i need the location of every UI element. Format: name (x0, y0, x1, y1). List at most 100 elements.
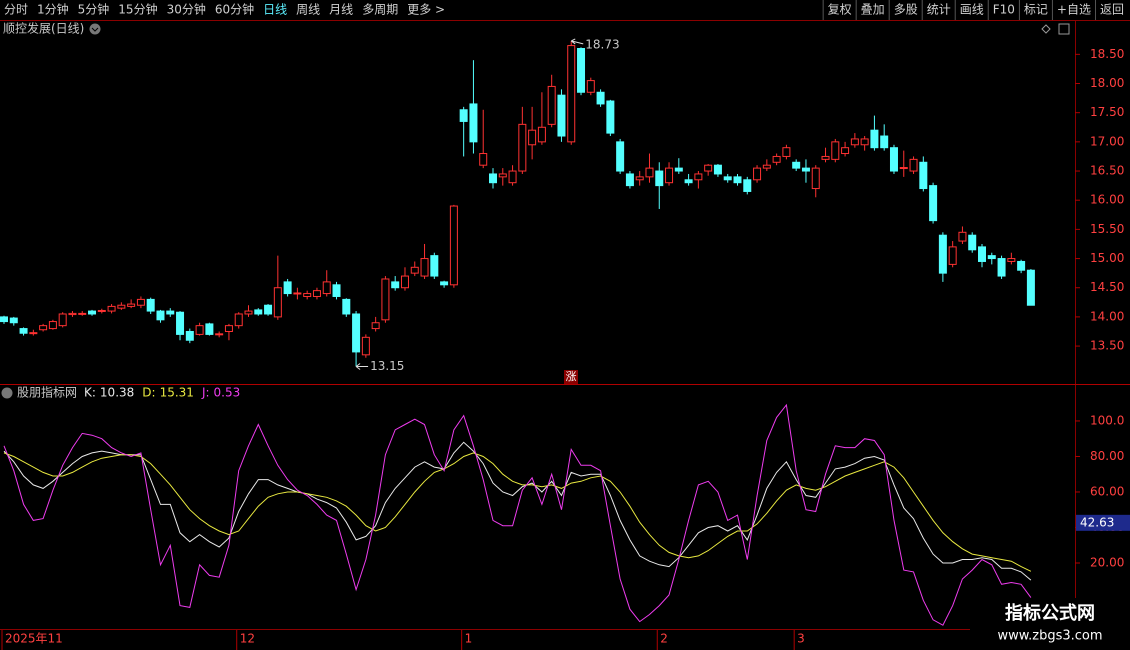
y-tick-label: 18.50 (1090, 47, 1124, 61)
candle-body (156, 310, 165, 321)
toolbar-button[interactable]: 复权 (828, 3, 852, 17)
candle-body (733, 176, 742, 184)
candle-body (831, 141, 840, 160)
toolbar-button[interactable]: +自选 (1057, 3, 1091, 17)
candle-body (117, 304, 126, 309)
candle-body (410, 266, 419, 274)
candle-body (782, 147, 791, 157)
candle-body (508, 170, 517, 184)
candle-body (694, 173, 703, 181)
candle-body (254, 309, 263, 315)
candle-body (312, 290, 321, 297)
toolbar-button[interactable]: 画线 (960, 3, 984, 17)
candle-body (283, 281, 292, 295)
candle-body (303, 293, 312, 297)
toolbar-button[interactable]: 日线 (263, 3, 287, 17)
x-tick-label: 1 (465, 632, 473, 646)
candle-body (498, 173, 507, 178)
toolbar-button[interactable]: 分时 (4, 3, 28, 17)
title-menu-arrow (91, 27, 99, 32)
toolbar-button[interactable]: 60分钟 (215, 2, 254, 17)
candle-body (665, 167, 674, 184)
candle-body (704, 164, 713, 172)
candle-body (107, 305, 116, 312)
candle-body (1026, 269, 1035, 306)
toolbar-button[interactable]: 更多 > (407, 3, 445, 17)
cursor-value: 42.63 (1080, 515, 1114, 529)
candle-body (968, 234, 977, 251)
candle-body (176, 311, 185, 335)
candle-body (684, 179, 693, 184)
indicator-title: 股朋指标网 (17, 385, 77, 400)
candle-body (1007, 258, 1016, 262)
candle-body (430, 255, 439, 277)
candle-body (577, 48, 586, 93)
toolbar-button[interactable]: 多周期 (362, 3, 398, 17)
toolbar-button[interactable]: 15分钟 (118, 2, 157, 17)
candle-body (469, 103, 478, 143)
x-tick-label: 2025年11 (5, 632, 63, 646)
candle-body (537, 126, 546, 143)
candle-body (723, 176, 732, 181)
candle-body (420, 258, 429, 277)
toolbar-button[interactable]: 多股 (894, 3, 918, 17)
toolbar-button[interactable]: 返回 (1100, 3, 1124, 17)
kdj-line (3, 403, 1032, 626)
toolbar-button[interactable]: F10 (993, 3, 1015, 17)
candle-body (938, 234, 947, 274)
candle-body (596, 91, 605, 105)
candle-body (635, 176, 644, 181)
kdj-line (3, 452, 1032, 572)
candle-body (870, 129, 879, 149)
candle-body (479, 153, 488, 166)
candle-body (0, 316, 8, 323)
title-menu-icon[interactable] (89, 23, 101, 35)
y-tick-label: 80.00 (1090, 449, 1124, 463)
candle-body (586, 80, 595, 93)
candle-body (958, 231, 967, 242)
toolbar-button[interactable]: 月线 (329, 3, 353, 17)
candle-body (850, 138, 859, 146)
toolbar-button[interactable]: 统计 (927, 3, 951, 17)
candle-body (713, 164, 722, 175)
candle-body (342, 298, 351, 315)
y-tick-label: 15.00 (1090, 251, 1124, 265)
candle-body (136, 298, 145, 306)
indicator-menu-icon[interactable] (1, 387, 13, 399)
y-tick-label: 60.00 (1090, 484, 1124, 498)
candle-body (381, 278, 390, 321)
toolbar-button[interactable]: 标记 (1024, 3, 1048, 17)
candle-body (205, 323, 214, 335)
x-tick-label: 12 (240, 632, 255, 646)
candle-body (1017, 260, 1026, 271)
candle-body (909, 158, 918, 172)
candle-body (655, 170, 664, 187)
candle-body (860, 138, 869, 146)
candle-body (224, 325, 233, 332)
toolbar-button[interactable]: 周线 (296, 3, 320, 17)
toolbar-button[interactable]: 30分钟 (167, 2, 206, 17)
candle-body (625, 173, 634, 187)
legend-value: 10.38 (100, 386, 134, 400)
candle-body (919, 161, 928, 190)
candle-body (449, 205, 458, 286)
y-tick-label: 18.00 (1090, 76, 1124, 90)
candle-body (264, 304, 273, 315)
legend-name: K: (84, 386, 96, 400)
candle-body (606, 100, 615, 134)
candle-body (743, 179, 752, 192)
candle-body (978, 246, 986, 262)
candle-body (9, 317, 18, 324)
panel-icon[interactable] (1058, 23, 1070, 35)
toolbar-button[interactable]: 5分钟 (78, 2, 110, 17)
toolbar-button[interactable]: 1分钟 (37, 2, 69, 17)
diamond-icon[interactable] (1041, 24, 1051, 34)
candle-body (440, 281, 449, 286)
watermark-title: 指标公式网 (1005, 602, 1095, 624)
toolbar-button[interactable]: 叠加 (861, 3, 885, 17)
candle-body (352, 313, 361, 353)
candle-body (68, 312, 77, 316)
y-tick-label: 100.0 (1090, 413, 1124, 427)
y-tick-label: 14.00 (1090, 309, 1124, 323)
